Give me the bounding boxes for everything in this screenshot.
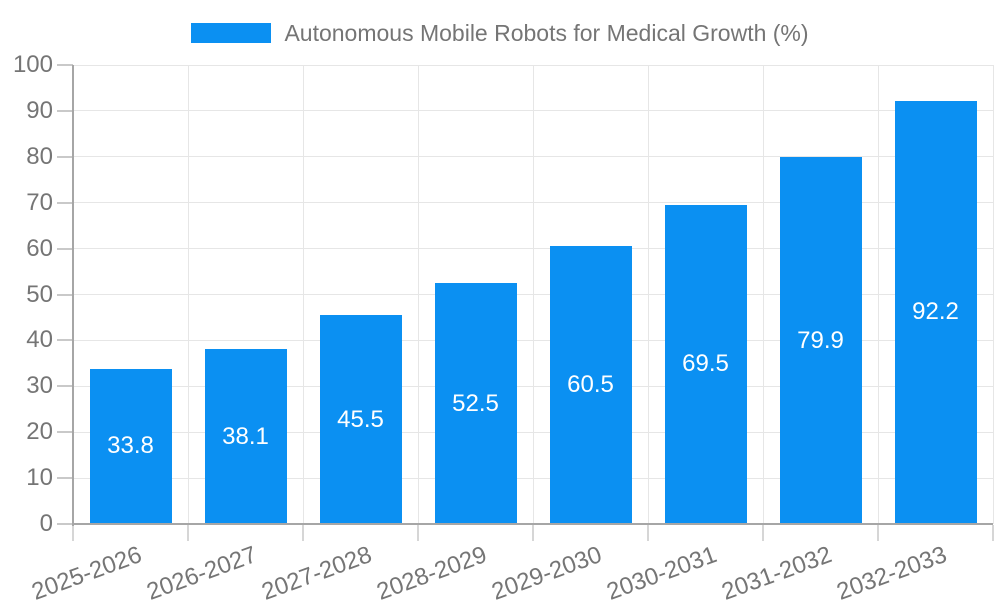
x-axis-tick-label: 2031-2032	[717, 541, 836, 600]
x-gridline	[877, 65, 879, 524]
y-axis-tick-label: 70	[26, 188, 53, 216]
y-axis-line	[72, 65, 74, 526]
y-axis-tick-label: 20	[26, 418, 53, 446]
bar[interactable]	[894, 100, 977, 524]
bar[interactable]	[549, 246, 632, 524]
legend-label: Autonomous Mobile Robots for Medical Gro…	[284, 19, 809, 46]
x-axis-tick-label: 2025-2026	[27, 541, 146, 600]
x-axis-tick-label: 2032-2033	[832, 541, 951, 600]
y-tick-mark	[57, 431, 73, 434]
x-axis-tick-label: 2030-2031	[602, 541, 721, 600]
legend-swatch	[191, 23, 272, 43]
x-gridline	[992, 65, 994, 524]
x-gridline	[302, 65, 304, 524]
y-axis-tick-label: 10	[26, 464, 53, 492]
x-gridline	[187, 65, 189, 524]
x-axis-tick-label: 2029-2030	[487, 541, 606, 600]
x-tick-mark	[532, 525, 534, 541]
x-gridline	[417, 65, 419, 524]
y-tick-mark	[57, 339, 73, 342]
bar-value-label: 69.5	[682, 350, 729, 378]
y-tick-mark	[57, 155, 73, 158]
bar-value-label: 33.8	[107, 432, 154, 460]
y-tick-mark	[57, 293, 73, 296]
x-gridline	[532, 65, 534, 524]
x-tick-mark	[647, 525, 649, 541]
y-tick-mark	[57, 477, 73, 480]
x-tick-mark	[302, 525, 304, 541]
bar[interactable]	[664, 204, 747, 524]
y-axis-tick-label: 90	[26, 96, 53, 124]
bar-value-label: 52.5	[452, 389, 499, 417]
x-gridline	[647, 65, 649, 524]
bar[interactable]	[204, 349, 287, 524]
bar-value-label: 38.1	[222, 422, 269, 450]
x-gridline	[762, 65, 764, 524]
y-tick-mark	[57, 201, 73, 204]
bar-value-label: 45.5	[337, 405, 384, 433]
x-tick-mark	[992, 525, 994, 541]
x-axis-tick-label: 2027-2028	[257, 541, 376, 600]
y-tick-mark	[57, 247, 73, 250]
x-axis-line	[73, 523, 993, 525]
y-tick-mark	[57, 523, 73, 525]
y-axis-tick-label: 0	[39, 510, 53, 537]
y-tick-mark	[57, 385, 73, 388]
bar[interactable]	[779, 157, 862, 524]
bar[interactable]	[319, 315, 402, 524]
y-axis-tick-label: 60	[26, 234, 53, 262]
x-tick-mark	[72, 525, 74, 541]
bar[interactable]	[434, 283, 517, 524]
y-axis-tick-label: 50	[26, 280, 53, 308]
bar[interactable]	[89, 368, 172, 524]
bar-value-label: 92.2	[912, 298, 959, 326]
x-axis-tick-label: 2026-2027	[142, 541, 261, 600]
y-tick-mark	[57, 64, 73, 66]
y-tick-mark	[57, 109, 73, 112]
legend[interactable]: Autonomous Mobile Robots for Medical Gro…	[0, 18, 1000, 48]
y-axis-tick-label: 80	[26, 142, 53, 170]
y-axis-tick-label: 40	[26, 326, 53, 354]
y-axis-tick-label: 30	[26, 372, 53, 400]
bar-value-label: 60.5	[567, 371, 614, 399]
x-tick-mark	[877, 525, 879, 541]
x-tick-mark	[762, 525, 764, 541]
x-axis-tick-label: 2028-2029	[372, 541, 491, 600]
y-axis-tick-label: 100	[12, 51, 53, 78]
bar-value-label: 79.9	[797, 326, 844, 354]
x-tick-mark	[187, 525, 189, 541]
x-tick-mark	[417, 525, 419, 541]
